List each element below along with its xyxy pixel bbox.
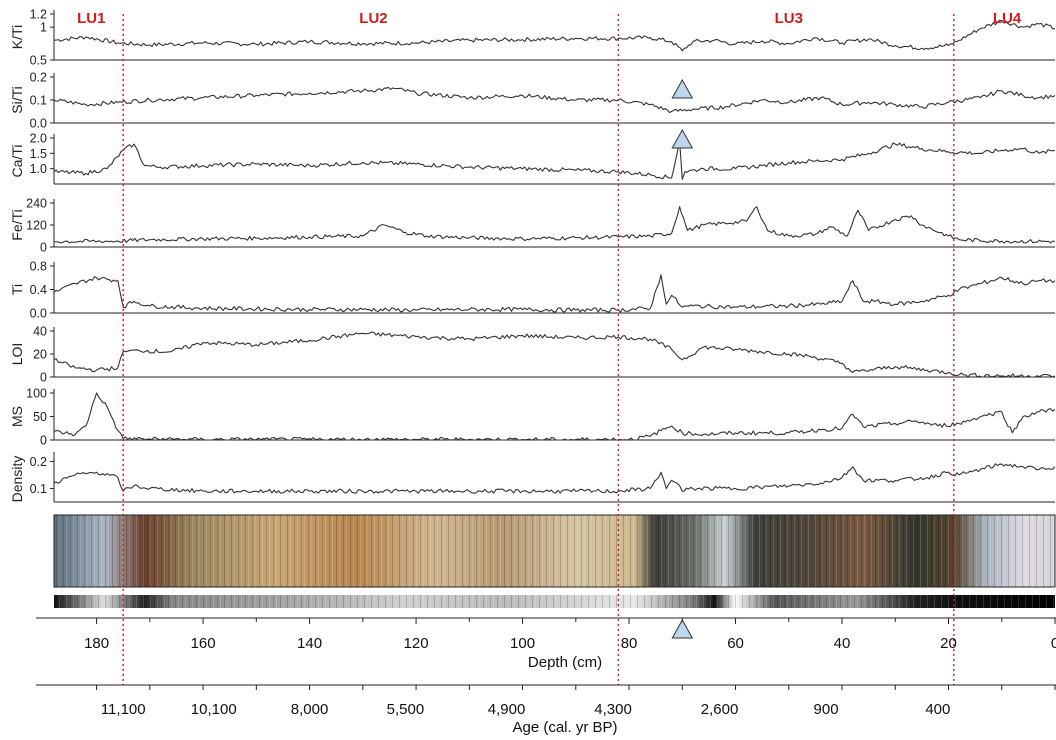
y-tick-label-loi: 0 (40, 371, 47, 385)
unit-label-lu3: LU3 (775, 10, 803, 27)
unit-label-lu2: LU2 (359, 10, 387, 27)
y-tick-label-loi: 40 (33, 325, 47, 339)
series-line-density (53, 463, 1056, 494)
series-line-fe-ti (53, 206, 1056, 244)
unit-label-lu4: LU4 (993, 10, 1022, 27)
y-label-ca-ti: Ca/Ti (9, 145, 25, 178)
age-tick-label: 900 (814, 701, 839, 718)
series-line-ca-ti (53, 140, 1056, 180)
age-tick-label: 11,100 (101, 701, 146, 718)
age-tick-label: 2,600 (701, 701, 739, 718)
age-axis: Age (cal. yr BP) 11,100 10,100 8,000 5,500 4… (36, 684, 1056, 736)
y-label-loi: LOI (9, 343, 25, 366)
y-tick-label-ti: 0.0 (30, 307, 47, 321)
series-line-ms (53, 392, 1056, 441)
y-label-ms: MS (9, 406, 25, 427)
triangle-marker (671, 618, 694, 639)
y-tick-label-density: 0.2 (30, 455, 47, 469)
y-tick-label-density: 0.1 (30, 482, 47, 496)
triangle-marker (671, 128, 694, 149)
series-line-loi (53, 331, 1056, 378)
y-label-ti: Ti (9, 284, 25, 295)
series-line-ti (53, 274, 1056, 313)
depth-tick-label: 40 (834, 635, 851, 652)
series-line-k-ti (53, 19, 1056, 52)
y-tick-label-fe-ti: 0 (40, 241, 47, 255)
panel-si-ti: 0.0 0.1 0.2 Si/Ti (9, 71, 1056, 131)
depth-tick-label: 60 (727, 635, 744, 652)
y-label-k-ti: K/Ti (9, 25, 25, 49)
age-tick-label: 10,100 (191, 701, 237, 718)
depth-tick-label: 120 (404, 635, 429, 652)
age-tick-label: 4,900 (488, 701, 526, 718)
unit-label-lu1: LU1 (77, 10, 105, 27)
y-label-si-ti: Si/Ti (9, 86, 25, 113)
y-tick-label-si-ti: 0.2 (30, 71, 47, 85)
depth-tick-label: 0 (1051, 635, 1056, 652)
panel-ti: 0.0 0.4 0.8 Ti (9, 260, 1056, 321)
y-tick-label-ca-ti: 2.0 (30, 132, 47, 146)
unit-labels: LU1 LU2 LU3 LU4 (77, 10, 1022, 27)
y-tick-label-fe-ti: 240 (26, 197, 47, 211)
panel-ca-ti: 1.01.52.0 Ca/Ti (9, 132, 1056, 185)
panel-k-ti: 0.5 11.2 K/Ti (9, 8, 1056, 68)
triangle-marker (671, 78, 694, 99)
y-tick-label-loi: 20 (33, 348, 47, 362)
y-tick-label-ca-ti: 1.0 (30, 162, 47, 176)
y-label-fe-ti: Fe/Ti (9, 209, 25, 240)
depth-tick-label: 160 (191, 635, 216, 652)
y-tick-label-si-ti: 0.1 (30, 94, 47, 108)
y-tick-label-ms: 0 (40, 434, 47, 448)
age-tick-label: 8,000 (291, 701, 329, 718)
y-tick-label-ms: 100 (26, 387, 47, 401)
y-tick-label-ca-ti: 1.5 (30, 147, 47, 161)
y-tick-label-si-ti: 0.0 (30, 117, 47, 131)
age-tick-label: 400 (925, 701, 950, 718)
y-tick-label-ti: 0.8 (30, 260, 47, 274)
y-tick-label-k-ti: 1 (40, 21, 47, 35)
age-tick-label: 5,500 (387, 701, 425, 718)
y-tick-label-fe-ti: 120 (26, 219, 47, 233)
core-xray (54, 595, 1055, 608)
y-tick-label-ms: 50 (33, 410, 47, 424)
depth-tick-label: 140 (297, 635, 322, 652)
age-axis-label: Age (cal. yr BP) (512, 719, 617, 736)
y-tick-label-ti: 0.4 (30, 283, 47, 297)
panel-loi: 0 20 40 LOI (9, 325, 1056, 385)
y-tick-label-k-ti: 0.5 (30, 54, 47, 68)
y-tick-label-k-ti: 1.2 (30, 8, 47, 22)
depth-tick-label: 20 (940, 635, 957, 652)
panel-density: 0.1 0.2 Density (9, 452, 1056, 503)
depth-tick-label: 80 (621, 635, 638, 652)
y-label-density: Density (9, 456, 25, 503)
age-tick-label: 4,300 (594, 701, 632, 718)
panels: 0.5 11.2 K/Ti 0.0 0.1 0.2 Si/Ti 1.01.52.0 Ca/Ti 0… (9, 8, 1056, 503)
depth-tick-label: 180 (84, 635, 109, 652)
core-photo (53, 514, 1056, 588)
series-line-si-ti (53, 86, 1056, 114)
unit-boundaries (122, 14, 955, 685)
depth-tick-label: 100 (510, 635, 535, 652)
depth-axis-label: Depth (cm) (528, 654, 602, 671)
depth-axis: Depth (cm) 180 160 140 120 100 80 60 40 20 0 (36, 617, 1056, 671)
markers (671, 78, 694, 639)
